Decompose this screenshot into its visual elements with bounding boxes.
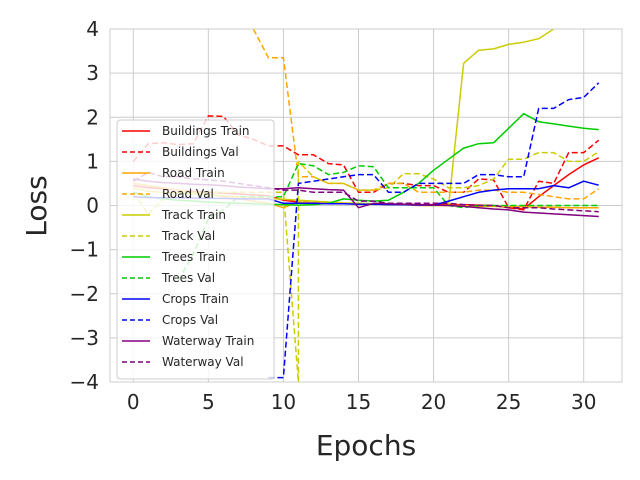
legend-label-crops-val: Crops Val <box>162 313 218 327</box>
series-line-crops-val <box>268 82 600 379</box>
legend-label-road-train: Road Train <box>162 166 225 180</box>
x-tick-label: 20 <box>421 390 446 414</box>
y-tick-label: 4 <box>86 17 99 41</box>
legend-label-waterway-val: Waterway Val <box>162 355 244 369</box>
x-axis-ticks: 0 5 10 15 20 25 30 <box>127 390 597 414</box>
x-tick-label: 10 <box>271 390 296 414</box>
y-tick-label: −2 <box>70 282 99 306</box>
legend-label-road-val: Road Val <box>162 187 214 201</box>
series-line-waterway-val <box>132 171 599 213</box>
x-tick-label: 5 <box>202 390 215 414</box>
x-tick-label: 30 <box>571 390 596 414</box>
legend-box <box>116 119 275 380</box>
legend-label-trees-train: Trees Train <box>161 250 226 264</box>
y-axis-ticks: −4 −3 −2 −1 0 1 2 3 4 <box>70 17 99 394</box>
x-tick-label: 25 <box>496 390 521 414</box>
legend-label-buildings-train: Buildings Train <box>162 124 250 138</box>
x-axis-label: Epochs <box>316 429 416 462</box>
x-tick-label: 0 <box>127 390 140 414</box>
y-tick-label: 1 <box>86 149 99 173</box>
series-line-road-val <box>252 29 600 200</box>
y-tick-label: 2 <box>86 105 99 129</box>
y-tick-label: −4 <box>70 370 99 394</box>
legend-label-trees-val: Trees Val <box>161 271 215 285</box>
series-line-trees-val <box>177 162 599 281</box>
y-axis-label: Loss <box>20 175 53 236</box>
legend: Buildings Train Buildings Val Road Train Ro… <box>116 119 275 380</box>
plot-frame <box>109 28 623 383</box>
legend-label-waterway-train: Waterway Train <box>162 334 254 348</box>
y-tick-label: −3 <box>70 326 99 350</box>
x-tick-label: 15 <box>346 390 371 414</box>
y-tick-label: 3 <box>86 61 99 85</box>
legend-label-crops-train: Crops Train <box>162 292 229 306</box>
y-tick-label: 0 <box>86 194 99 218</box>
legend-label-track-val: Track Val <box>161 229 215 243</box>
legend-label-track-train: Track Train <box>161 208 226 222</box>
series-layer <box>132 29 600 382</box>
series-line-buildings-val <box>132 115 600 211</box>
legend-label-buildings-val: Buildings Val <box>162 145 239 159</box>
y-tick-label: −1 <box>70 238 99 262</box>
